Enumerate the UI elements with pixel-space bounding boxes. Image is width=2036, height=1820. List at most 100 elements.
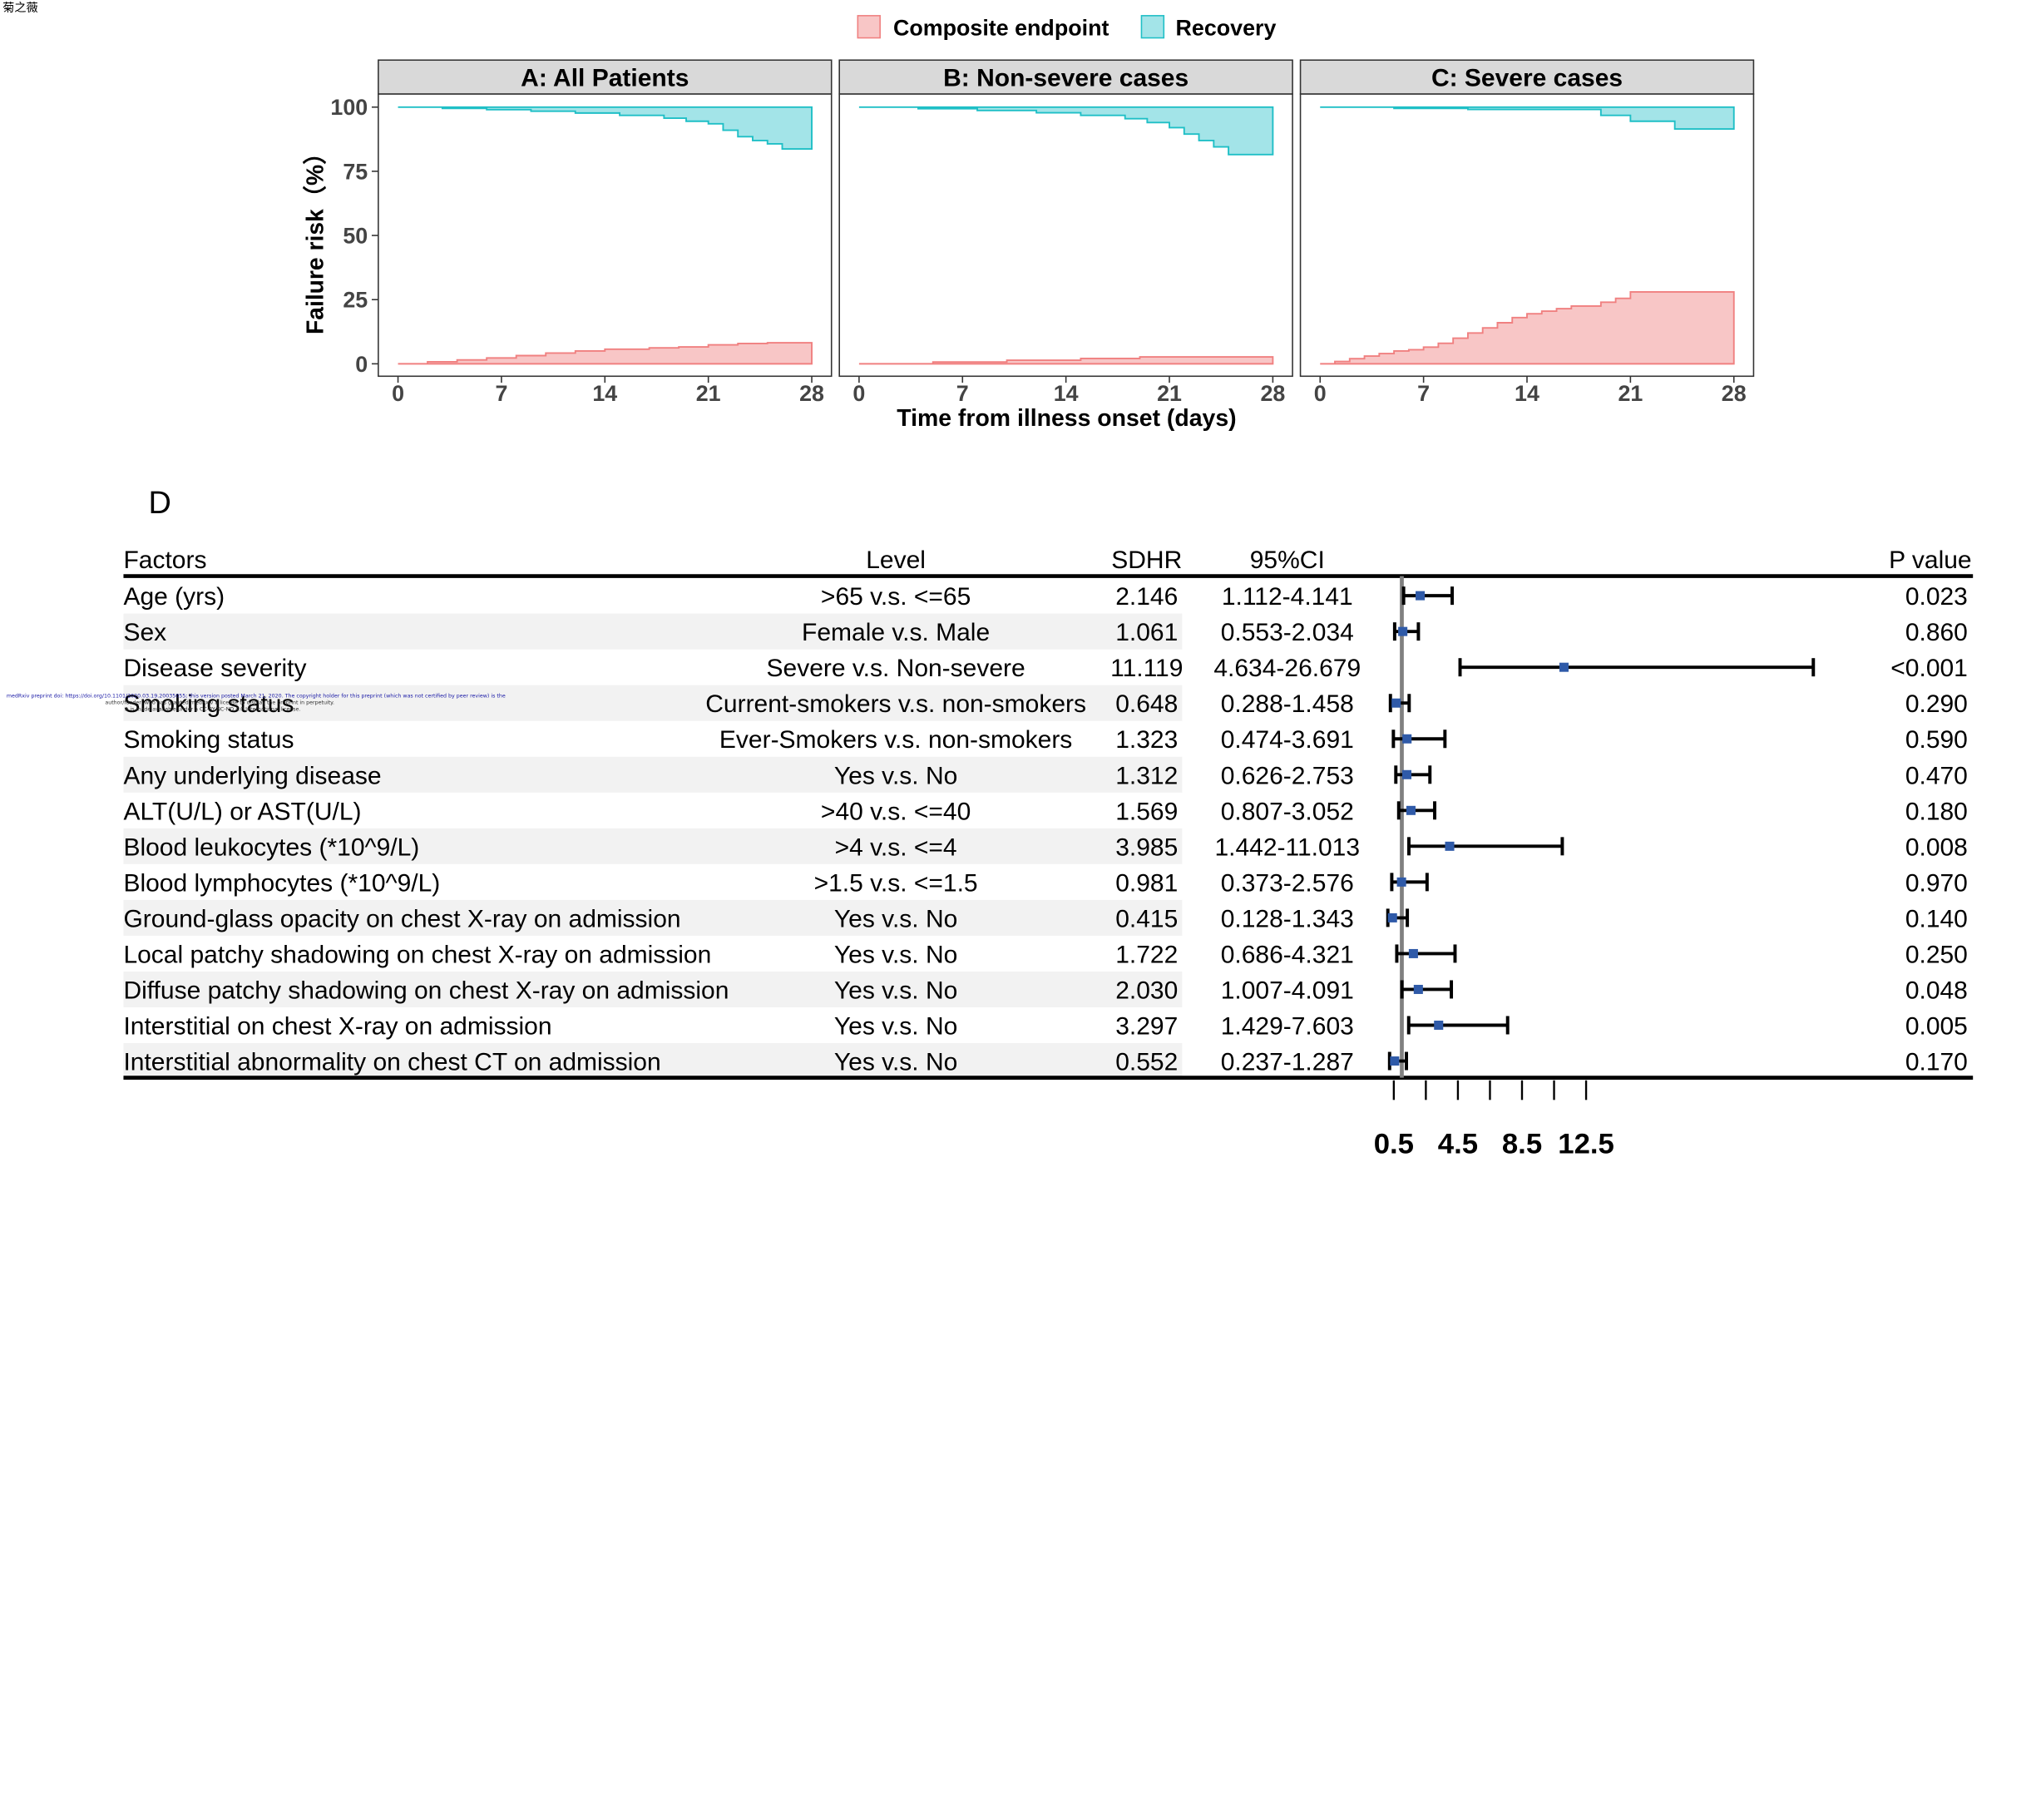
x-tick-label: 14 (1054, 381, 1079, 406)
row-band (123, 899, 1183, 936)
row-p: 0.140 (1905, 905, 1968, 932)
row-level: >65 v.s. <=65 (821, 583, 971, 611)
forest-plot: Factors Level SDHR 95%CI P value Age (yrs) >65… (123, 546, 1974, 1159)
row-level: Severe v.s. Non-severe (767, 655, 1025, 682)
row-p: 0.048 (1905, 977, 1968, 1005)
x-tick-label: 14 (1515, 381, 1539, 406)
row-level: >1.5 v.s. <=1.5 (814, 869, 978, 897)
header-p: P value (1889, 546, 1971, 574)
panel-title: A: All Patients (521, 65, 689, 92)
x-tick-label: 0 (392, 381, 404, 406)
row-ci: 0.288-1.458 (1221, 690, 1354, 718)
composite-area (858, 356, 1274, 365)
recovery-area (858, 106, 1274, 156)
preprint-line-2: author/funder, who has granted medRxiv a… (105, 700, 334, 705)
row-sdhr: 0.648 (1115, 690, 1178, 718)
row-p: 0.180 (1905, 798, 1968, 825)
row-level: Current-smokers v.s. non-smokers (705, 690, 1086, 718)
y-tick-label: 0 (355, 352, 368, 377)
row-ci: 1.112-4.141 (1222, 583, 1353, 611)
row-ci: 0.237-1.287 (1221, 1049, 1354, 1076)
figure: 菊之薇 Composite endpoint Recovery A: All P… (2, 2, 1974, 1159)
row-level: Yes v.s. No (834, 1013, 957, 1041)
row-sdhr: 0.981 (1115, 869, 1178, 897)
point-estimate (1445, 841, 1455, 851)
panel-strip (378, 59, 833, 95)
row-level: >4 v.s. <=4 (835, 833, 957, 861)
row-level: Yes v.s. No (834, 977, 957, 1005)
row-factor: ALT(U/L) or AST(U/L) (123, 798, 361, 825)
x-tick-label: 14 (592, 381, 617, 406)
row-ci: 0.373-2.576 (1221, 869, 1354, 897)
legend-swatch-recovery (1140, 15, 1165, 39)
point-estimate (1401, 769, 1412, 779)
row-ci: 4.634-26.679 (1213, 655, 1361, 682)
row-sdhr: 1.061 (1115, 619, 1178, 646)
point-estimate (1398, 626, 1408, 636)
y-tick-label: 25 (343, 288, 368, 313)
panel-letter-d: D (148, 486, 170, 521)
row-ci: 1.007-4.091 (1221, 977, 1354, 1005)
survival-panels: A: All Patients 0 7 14 21 28 B: Non-severe cas… (301, 59, 1755, 432)
row-ci: 0.626-2.753 (1221, 762, 1354, 789)
row-factor: Blood leukocytes (*10^9/L) (123, 833, 419, 861)
row-factor: Local patchy shadowing on chest X-ray on… (123, 942, 711, 969)
point-estimate (1396, 877, 1406, 887)
row-factor: Sex (123, 619, 166, 646)
row-p: 0.970 (1905, 869, 1968, 897)
row-factor: Diffuse patchy shadowing on chest X-ray … (123, 977, 729, 1005)
row-band (123, 1043, 1183, 1080)
legend: Composite endpoint Recovery (857, 15, 1277, 40)
row-ci: 1.442-11.013 (1214, 833, 1360, 861)
panel-title: B: Non-severe cases (943, 65, 1188, 92)
header-sdhr: SDHR (1111, 546, 1182, 574)
row-p: 0.008 (1905, 833, 1968, 861)
y-tick-label: 50 (343, 224, 368, 249)
row-ci: 0.128-1.343 (1221, 905, 1354, 932)
row-p: 0.590 (1905, 726, 1968, 754)
legend-label-recovery: Recovery (1176, 15, 1277, 40)
row-sdhr: 2.146 (1115, 583, 1178, 611)
row-ci: 1.429-7.603 (1221, 1013, 1354, 1041)
recovery-area (398, 106, 813, 151)
row-level: Yes v.s. No (834, 762, 957, 789)
row-ci: 0.553-2.034 (1221, 619, 1354, 646)
row-sdhr: 0.415 (1115, 905, 1178, 932)
x-tick-label: 0 (852, 381, 865, 406)
x-tick-label: 21 (1157, 381, 1182, 406)
row-factor: Interstitial on chest X-ray on admission (123, 1013, 551, 1041)
row-sdhr: 11.119 (1110, 655, 1183, 682)
composite-area (1320, 291, 1735, 365)
row-ci: 0.474-3.691 (1221, 726, 1354, 754)
row-factor: Smoking status (123, 726, 294, 754)
forest-axis-label: 8.5 (1502, 1129, 1542, 1159)
row-sdhr: 0.552 (1115, 1049, 1178, 1076)
row-factor: Blood lymphocytes (*10^9/L) (123, 869, 440, 897)
y-tick-label: 100 (330, 95, 368, 120)
row-factor: Smoking status (123, 690, 294, 718)
row-sdhr: 3.297 (1115, 1013, 1178, 1041)
preprint-line-3: It is made available under a CC-BY-NC-ND… (125, 706, 300, 712)
x-tick-label: 21 (696, 381, 721, 406)
row-factor: Interstitial abnormality on chest CT on … (123, 1049, 660, 1076)
point-estimate (1434, 1021, 1444, 1030)
row-factor: Ground-glass opacity on chest X-ray on a… (123, 905, 680, 932)
row-ci: 0.807-3.052 (1221, 798, 1354, 825)
point-estimate (1391, 698, 1401, 708)
row-sdhr: 1.569 (1115, 798, 1178, 825)
point-estimate (1387, 912, 1397, 922)
x-tick-label: 28 (1722, 381, 1747, 406)
row-band (123, 756, 1183, 793)
x-tick-label: 7 (956, 381, 969, 406)
point-estimate (1408, 948, 1418, 958)
row-ci: 0.686-4.321 (1221, 942, 1354, 969)
x-tick-label: 21 (1618, 381, 1643, 406)
legend-swatch-composite (857, 15, 881, 39)
row-p: 0.250 (1905, 942, 1968, 969)
legend-label-composite: Composite endpoint (893, 15, 1109, 40)
y-axis-label: Failure risk（%） (301, 141, 329, 334)
forest-axis-label: 4.5 (1438, 1129, 1478, 1159)
row-sdhr: 1.312 (1115, 762, 1178, 789)
point-estimate (1390, 1056, 1400, 1066)
x-axis-label: Time from illness onset (days) (897, 405, 1236, 432)
